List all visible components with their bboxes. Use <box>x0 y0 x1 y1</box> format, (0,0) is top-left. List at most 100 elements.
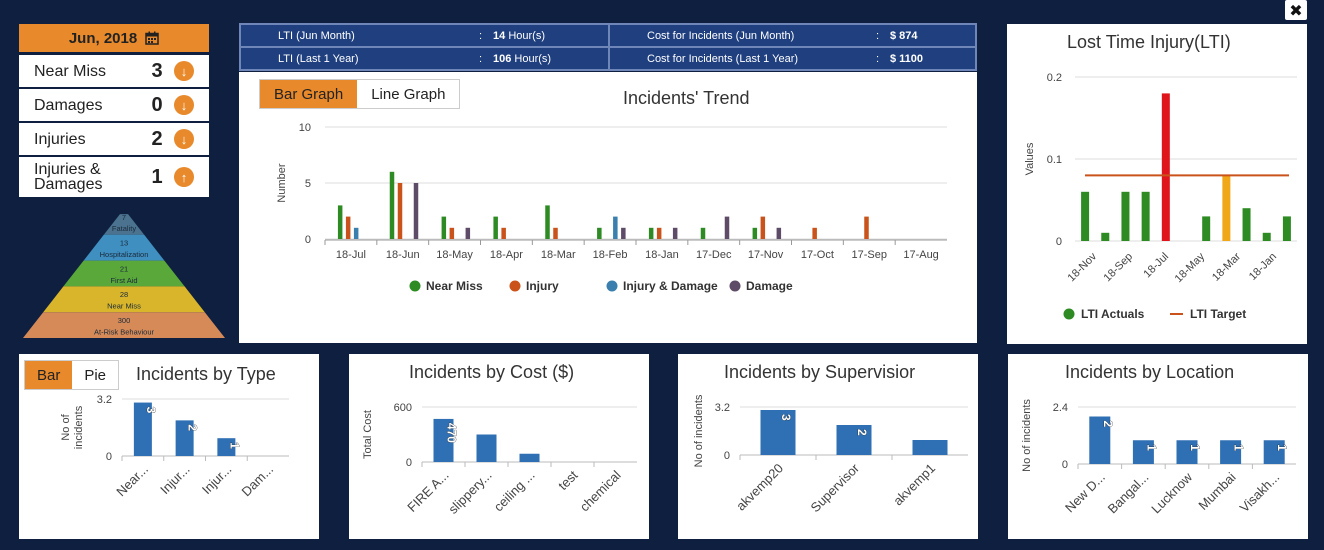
lti-bar[interactable] <box>1282 216 1291 241</box>
trend-bar[interactable] <box>389 171 395 239</box>
lti-bar[interactable] <box>1121 191 1130 241</box>
lti-bar[interactable] <box>1101 232 1110 241</box>
bar-tab[interactable]: Bar <box>25 361 73 389</box>
bar[interactable] <box>836 425 872 455</box>
x-tick-label: Supervisor <box>808 460 863 515</box>
pie-tab[interactable]: Pie <box>72 361 119 389</box>
trend-bar[interactable] <box>553 227 558 239</box>
bar[interactable] <box>175 420 194 456</box>
trend-bar[interactable] <box>493 216 498 239</box>
legend-label[interactable]: LTI Target <box>1190 307 1246 321</box>
trend-bar[interactable] <box>441 216 447 239</box>
stat-cost-year: Cost for Incidents (Last 1 Year) : $ 110… <box>609 47 976 70</box>
lti-bar[interactable] <box>1081 191 1090 241</box>
bar[interactable] <box>433 418 454 462</box>
x-tick-label: Bangal... <box>1105 470 1152 517</box>
trend-bar[interactable] <box>672 227 678 239</box>
bar[interactable] <box>1176 440 1198 464</box>
trend-bar[interactable] <box>545 205 550 239</box>
trend-bar[interactable] <box>812 227 817 239</box>
pyramid-level <box>43 286 205 313</box>
y-tick-label: 0 <box>406 457 412 469</box>
legend-label[interactable]: Injury <box>526 279 559 293</box>
trend-bar[interactable] <box>345 216 351 239</box>
supervisor-panel: Incidents by Supervisior 3.2 0 No of incid… <box>678 354 978 539</box>
trend-bar[interactable] <box>337 205 343 239</box>
y-tick-label: 2.4 <box>1053 402 1068 414</box>
trend-bar[interactable] <box>613 216 618 239</box>
pyramid-count: 13 <box>120 239 128 248</box>
x-tick-label: FIRE A... <box>404 468 451 515</box>
x-tick-label: 17-Dec <box>696 249 732 261</box>
y-tick-label: 0 <box>1056 236 1062 248</box>
trend-bar[interactable] <box>353 227 359 239</box>
stat-colon: : <box>876 29 880 42</box>
legend-label[interactable]: Near Miss <box>426 279 483 293</box>
x-tick-label: Near... <box>113 462 151 500</box>
trend-bar[interactable] <box>597 227 602 239</box>
x-tick-label: 17-Aug <box>903 249 938 261</box>
trend-bar[interactable] <box>656 227 662 239</box>
trend-bar[interactable] <box>724 216 730 239</box>
month-picker-button[interactable]: Jun, 2018 <box>19 24 209 52</box>
type-chart-toggle: Bar Pie <box>24 360 120 390</box>
bar[interactable] <box>133 402 152 456</box>
bar[interactable] <box>476 434 497 463</box>
lti-bar[interactable] <box>1262 232 1271 241</box>
trend-graph-toggle: Bar Graph Line Graph <box>259 79 461 109</box>
lti-bar[interactable] <box>1202 216 1211 241</box>
trend-bar[interactable] <box>413 183 419 239</box>
x-tick-label: Injur... <box>199 462 235 498</box>
y-tick-label: 0 <box>724 450 730 462</box>
trend-bar[interactable] <box>776 227 782 239</box>
bar[interactable] <box>1132 440 1154 464</box>
trend-bar[interactable] <box>449 227 455 239</box>
legend-marker <box>1063 308 1075 320</box>
line-graph-tab[interactable]: Line Graph <box>357 80 460 108</box>
x-tick-label: 17-Nov <box>748 249 784 261</box>
summary-injuries[interactable]: Injuries 2 ↓ <box>19 123 209 155</box>
pyramid-count: 28 <box>120 290 128 299</box>
type-panel: Bar Pie Incidents by Type 3.2 0 No ofincid… <box>19 354 319 539</box>
summary-near-miss[interactable]: Near Miss 3 ↓ <box>19 55 209 87</box>
bar[interactable] <box>760 410 796 455</box>
trend-bar[interactable] <box>465 227 471 239</box>
pyramid-label: Hospitalization <box>100 250 149 259</box>
bar[interactable] <box>912 440 948 455</box>
bar[interactable] <box>217 438 236 456</box>
y-axis-label: No of incidents <box>693 394 705 467</box>
trend-bar[interactable] <box>648 227 654 239</box>
y-tick-label: 0 <box>106 451 112 463</box>
trend-bar[interactable] <box>752 227 758 239</box>
summary-injuries-damages[interactable]: Injuries & Damages 1 ↑ <box>19 157 209 197</box>
bar[interactable] <box>1263 440 1285 464</box>
data-label: 2 <box>1101 421 1115 428</box>
x-tick-label: 17-Sep <box>852 249 887 261</box>
legend-label[interactable]: LTI Actuals <box>1081 307 1145 321</box>
lti-bar[interactable] <box>1222 175 1231 241</box>
trend-bar[interactable] <box>397 183 403 239</box>
legend-label[interactable]: Damage <box>746 279 793 293</box>
bar[interactable] <box>1220 440 1242 464</box>
stat-colon: : <box>479 52 483 65</box>
lti-panel: Lost Time Injury(LTI) 0.2 0.1 0 Values 18-No… <box>1007 24 1307 344</box>
pyramid-level <box>63 260 185 287</box>
trend-bar[interactable] <box>700 227 706 239</box>
trend-bar[interactable] <box>760 216 766 239</box>
cost-panel: Incidents by Cost ($) 600 0 Total Cost 470 F… <box>349 354 649 539</box>
y-tick-label: 0.1 <box>1047 154 1062 166</box>
bar[interactable] <box>519 453 540 462</box>
summary-damages[interactable]: Damages 0 ↓ <box>19 89 209 121</box>
trend-bar[interactable] <box>501 227 506 239</box>
legend-label[interactable]: Injury & Damage <box>623 279 718 293</box>
bar-graph-tab[interactable]: Bar Graph <box>260 80 358 108</box>
supervisor-chart: 3.2 0 No of incidents 3 akvemp20 2 Supervisor a… <box>693 394 968 515</box>
trend-bar[interactable] <box>864 216 869 239</box>
lti-bar[interactable] <box>1242 208 1251 241</box>
lti-bar[interactable] <box>1161 93 1170 242</box>
trend-bar[interactable] <box>621 227 626 239</box>
close-button[interactable]: ✖ <box>1285 0 1307 20</box>
y-axis-label: No of incidents <box>1021 399 1033 472</box>
lti-bar[interactable] <box>1141 191 1150 241</box>
bar[interactable] <box>1089 416 1111 465</box>
